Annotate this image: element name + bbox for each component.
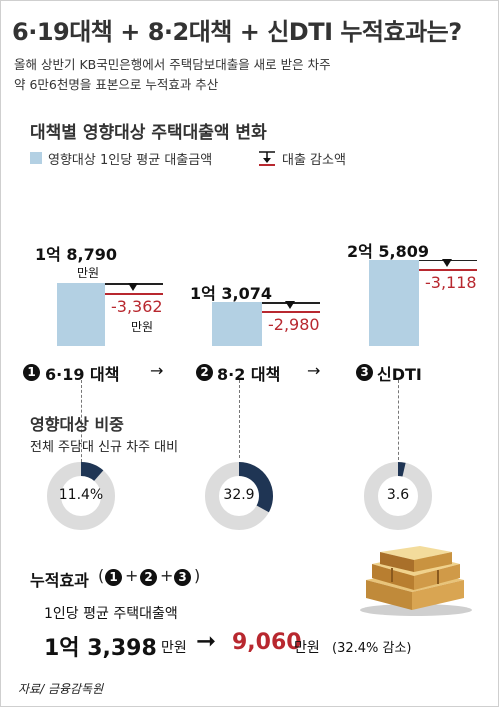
stage-1-label: 6·19 대책 bbox=[45, 365, 120, 384]
cumulative-num-3: 3 bbox=[174, 569, 191, 586]
stage-1-number: 1 bbox=[23, 364, 40, 381]
amount-label-1: 1억 8,790 bbox=[35, 245, 118, 265]
cumulative-plus-2: + bbox=[160, 566, 174, 585]
cumulative-arrow: ➞ bbox=[196, 627, 217, 655]
reduction-bottom-line-1 bbox=[105, 293, 163, 296]
donut-slice-2 bbox=[238, 462, 273, 513]
donut-value-1: 11.4% bbox=[58, 487, 104, 503]
source-note: 자료/ 금융감독원 bbox=[18, 682, 104, 696]
headline: 6·19대책 + 8·2대책 + 신DTI 누적효과는? bbox=[12, 18, 462, 46]
section2-title: 영향대상 비중 bbox=[30, 415, 124, 434]
stage-arrow-1: → bbox=[150, 361, 164, 380]
stage-3-label: 신DTI bbox=[377, 365, 422, 384]
stage-3-number: 3 bbox=[356, 364, 373, 381]
legend-label-reduction: 대출 감소액 bbox=[282, 153, 346, 168]
subtitle-line-2: 약 6만6천명을 표본으로 누적효과 추산 bbox=[14, 77, 219, 92]
legend-label-avg-loan: 영향대상 1인당 평균 대출금액 bbox=[48, 153, 213, 168]
connector-2 bbox=[239, 380, 240, 458]
stage-2-number: 2 bbox=[196, 364, 213, 381]
stage-2-label: 8·2 대책 bbox=[217, 365, 281, 384]
reduction-bottom-line-3 bbox=[419, 269, 477, 272]
cumulative-paren-open: ( bbox=[98, 566, 105, 585]
reduction-unit-1: 만원 bbox=[131, 320, 154, 335]
bar-3 bbox=[369, 259, 419, 346]
bar-1 bbox=[57, 283, 105, 346]
reduction-arrow-1 bbox=[128, 283, 138, 292]
cumulative-num-2: 2 bbox=[140, 569, 157, 586]
money-stack-icon bbox=[360, 546, 472, 616]
reduction-arrow-2 bbox=[285, 301, 295, 310]
connector-1 bbox=[81, 380, 82, 462]
cumulative-num-1: 1 bbox=[105, 569, 122, 586]
reduction-label-3: -3,118 bbox=[425, 273, 477, 293]
subtitle-line-1: 올해 상반기 KB국민은행에서 주택담보대출을 새로 받은 차주 bbox=[14, 57, 331, 72]
donut-slice-3 bbox=[397, 462, 406, 477]
section2-subtitle: 전체 주담대 신규 차주 대비 bbox=[30, 440, 179, 455]
reduction-label-2: -2,980 bbox=[268, 315, 320, 335]
legend-swatch-avg-loan bbox=[30, 152, 42, 164]
stage-arrow-2: → bbox=[307, 361, 321, 380]
connector-3 bbox=[398, 380, 399, 460]
reduction-bottom-line-2 bbox=[262, 311, 320, 314]
bar-2 bbox=[212, 302, 262, 346]
cumulative-paren-close: ) bbox=[194, 566, 201, 585]
cumulative-description: 1인당 평균 주택대출액 bbox=[44, 606, 178, 622]
amount-label-2: 1억 3,074 bbox=[190, 284, 273, 304]
amount-unit-1: 만원 bbox=[77, 266, 100, 281]
donut-slice-1 bbox=[80, 462, 104, 482]
amount-label-3: 2억 5,809 bbox=[347, 241, 430, 261]
cumulative-title: 누적효과 bbox=[30, 571, 89, 590]
section1-title: 대책별 영향대상 주택대출액 변화 bbox=[30, 123, 267, 143]
cumulative-plus-1: + bbox=[125, 566, 139, 585]
cumulative-before-unit: 만원 bbox=[161, 640, 187, 656]
donut-value-3: 3.6 bbox=[386, 487, 410, 503]
cumulative-after-value: 9,060 bbox=[232, 630, 302, 655]
legend-reduction-icon bbox=[259, 151, 275, 166]
cumulative-after-note: (32.4% 감소) bbox=[332, 641, 412, 656]
reduction-arrow-3 bbox=[442, 259, 452, 268]
donut-value-2: 32.9 bbox=[223, 487, 255, 503]
reduction-label-1: -3,362 bbox=[111, 297, 163, 317]
cumulative-before-value: 1억 3,398 bbox=[44, 636, 157, 661]
cumulative-after-unit: 만원 bbox=[294, 640, 320, 656]
